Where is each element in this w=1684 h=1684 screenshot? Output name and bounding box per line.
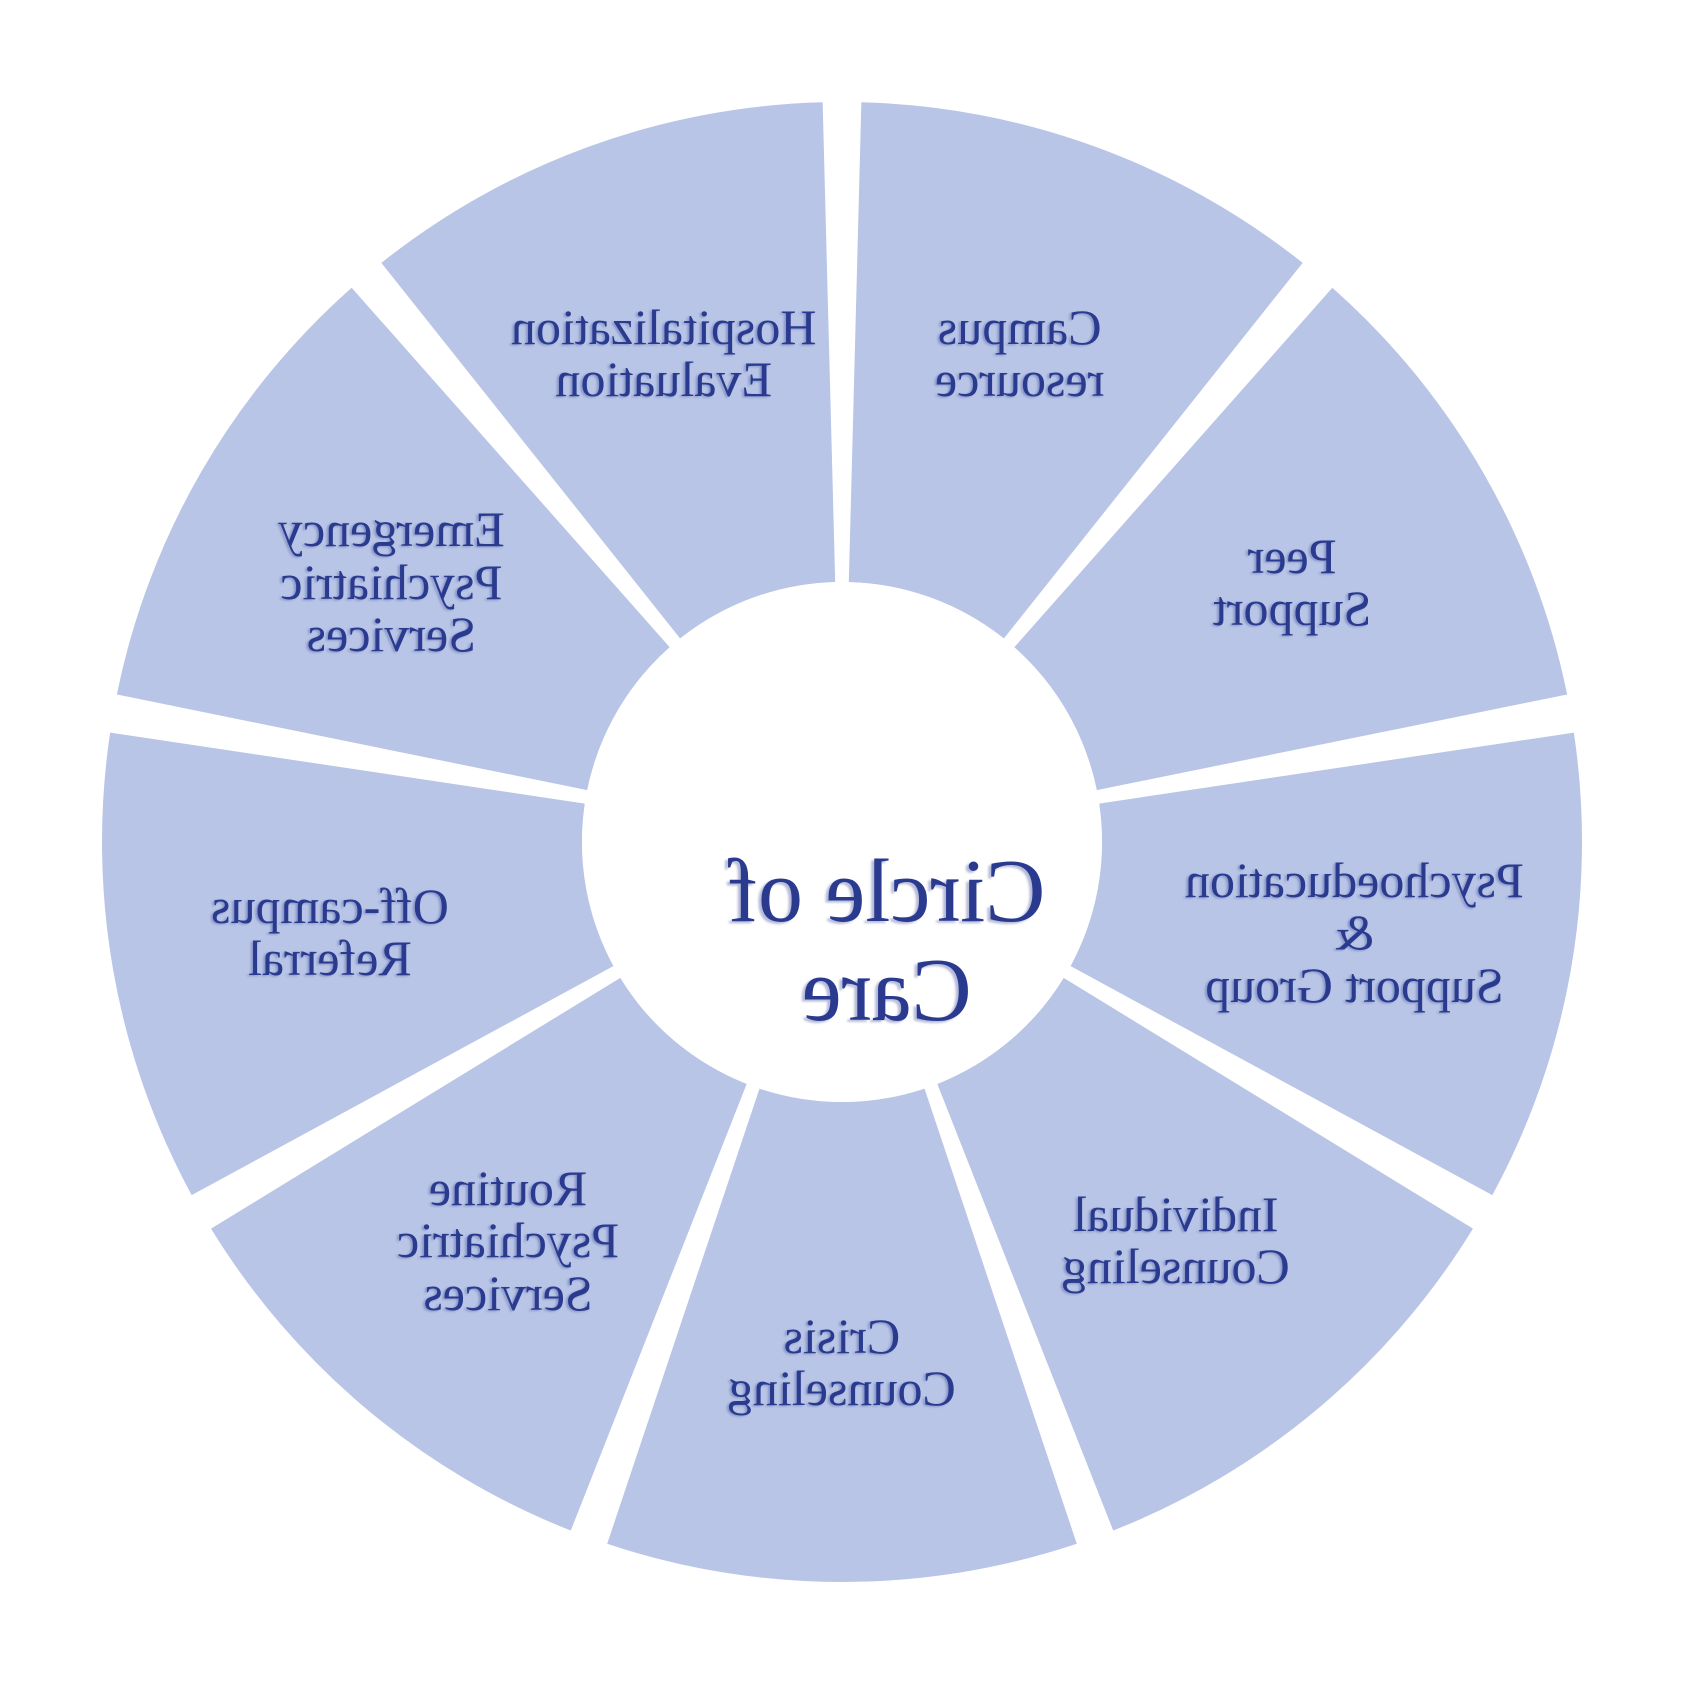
segment-label-3: Individual Counseling [876, 1188, 1476, 1293]
segment-label-text-5: Routine Psychiatric Services [397, 1162, 619, 1320]
segment-label-6: Off-campus Referral [30, 880, 630, 985]
segment-label-text-6: Off-campus Referral [211, 880, 449, 985]
circle-of-care-diagram: Circle of Care Campus resourcePeer Suppo… [0, 0, 1684, 1684]
center-title-text: Circle of Care [728, 842, 1045, 1040]
segment-label-text-1: Peer Support [1213, 530, 1371, 635]
segment-label-text-8: Hospitalization Evaluation [511, 301, 817, 406]
segment-label-text-3: Individual Counseling [1062, 1188, 1290, 1293]
segment-label-8: Hospitalization Evaluation [364, 301, 964, 406]
segment-label-4: Crisis Counseling [542, 1310, 1142, 1415]
segment-label-text-7: Emergency Psychiatric Services [278, 503, 505, 661]
segment-label-5: Routine Psychiatric Services [208, 1162, 808, 1320]
segment-label-2: Psychoeducation & Support Group [1054, 854, 1654, 1012]
segment-label-text-4: Crisis Counseling [728, 1310, 956, 1415]
segment-label-7: Emergency Psychiatric Services [92, 503, 692, 661]
segment-label-text-2: Psychoeducation & Support Group [1185, 854, 1524, 1012]
segment-label-1: Peer Support [992, 530, 1592, 635]
